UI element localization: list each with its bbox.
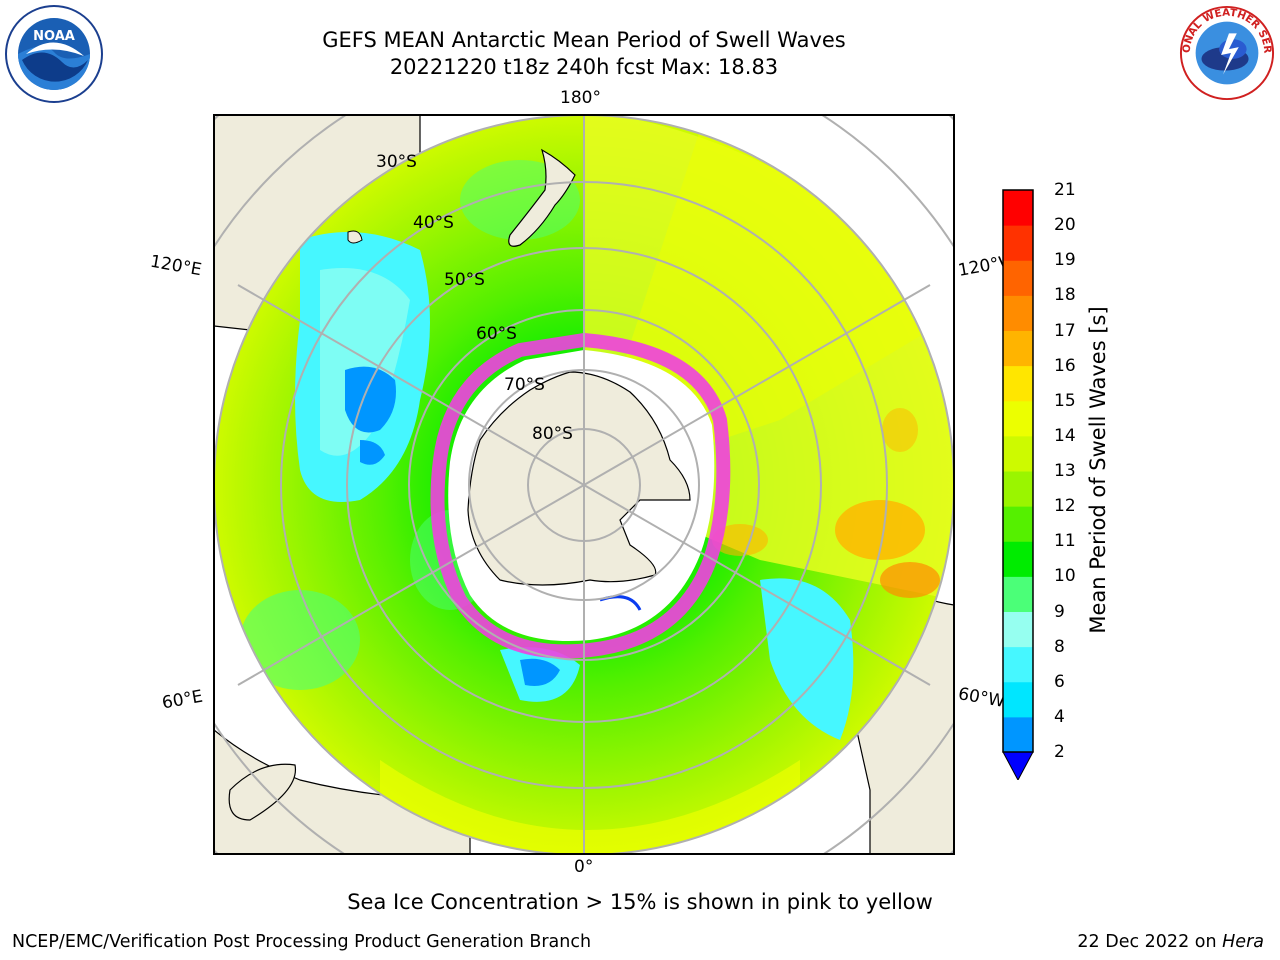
land-tasmania — [347, 230, 363, 244]
colorbar-segment — [1003, 225, 1033, 261]
colorbar — [1002, 189, 1034, 780]
colorbar-tick-label: 11 — [1054, 531, 1076, 552]
colorbar-tick-label: 19 — [1054, 250, 1076, 271]
lon-label-180: 180° — [560, 88, 601, 108]
footer-date: 22 Dec 2022 on Hera — [1077, 932, 1264, 952]
footer-credit: NCEP/EMC/Verification Post Processing Pr… — [12, 932, 592, 952]
colorbar-tick-label: 20 — [1054, 215, 1076, 236]
footer-host: Hera — [1222, 932, 1264, 952]
lat-label-70s: 70°S — [504, 375, 545, 395]
noaa-logo: NOAA — [5, 5, 103, 103]
chart-title: GEFS MEAN Antarctic Mean Period of Swell… — [322, 28, 846, 52]
colorbar-segment — [1003, 611, 1033, 648]
lat-label-80s: 80°S — [532, 424, 573, 444]
land-madagascar — [228, 763, 297, 821]
colorbar-tick-label: 13 — [1054, 461, 1076, 481]
colorbar-segment — [1003, 506, 1033, 542]
colorbar-segment — [1003, 716, 1033, 753]
colorbar-segment — [1003, 365, 1033, 402]
land-antarctica — [467, 371, 691, 586]
colorbar-tick-label: 18 — [1054, 285, 1076, 306]
colorbar-tick-label: 15 — [1054, 390, 1076, 411]
colorbar-tick-label: 6 — [1054, 671, 1065, 692]
colorbar-tick-label: 17 — [1054, 320, 1076, 341]
colorbar-label: Mean Period of Swell Waves [s] — [1086, 306, 1110, 634]
colorbar-segment — [1003, 330, 1033, 367]
colorbar-segment — [1003, 400, 1033, 437]
colorbar-tick-label: 16 — [1054, 355, 1076, 376]
lat-label-50s: 50°S — [444, 270, 485, 290]
colorbar-tick-label: 21 — [1054, 180, 1076, 200]
colorbar-segment — [1003, 681, 1033, 718]
lat-label-30s: 30°S — [376, 152, 417, 172]
colorbar-tick-label: 2 — [1054, 742, 1065, 762]
colorbar-tick-label: 12 — [1054, 496, 1076, 517]
footer-date-text: 22 Dec 2022 on — [1077, 932, 1217, 952]
chart-subtitle: 20221220 t18z 240h fcst Max: 18.83 — [389, 55, 779, 79]
colorbar-tick-label: 10 — [1054, 566, 1076, 587]
colorbar-segment — [1003, 576, 1033, 612]
graticule — [214, 115, 954, 854]
colorbar-segment — [1003, 190, 1033, 226]
sea-ice-note: Sea Ice Concentration > 15% is shown in … — [347, 890, 933, 914]
noaa-logo-text: NOAA — [33, 29, 75, 44]
nws-logo: NATIONAL WEATHER SERVICE — [1178, 4, 1275, 101]
land-new-zealand — [508, 148, 576, 247]
colorbar-segment — [1003, 435, 1033, 472]
colorbar-tick-label: 8 — [1054, 636, 1065, 657]
colorbar-tick-label: 14 — [1054, 425, 1076, 446]
map-border — [213, 114, 955, 855]
lat-label-40s: 40°S — [413, 213, 454, 233]
colorbar-segment — [1003, 260, 1033, 296]
colorbar-tick-label: 4 — [1054, 706, 1065, 727]
colorbar-segment — [1003, 295, 1033, 331]
colorbar-tick-label: 9 — [1054, 601, 1065, 622]
colorbar-segment — [1003, 471, 1033, 507]
lat-label-60s: 60°S — [476, 324, 517, 344]
colorbar-segment — [1003, 646, 1033, 683]
colorbar-segment — [1003, 541, 1033, 577]
lon-label-0: 0° — [574, 857, 594, 877]
